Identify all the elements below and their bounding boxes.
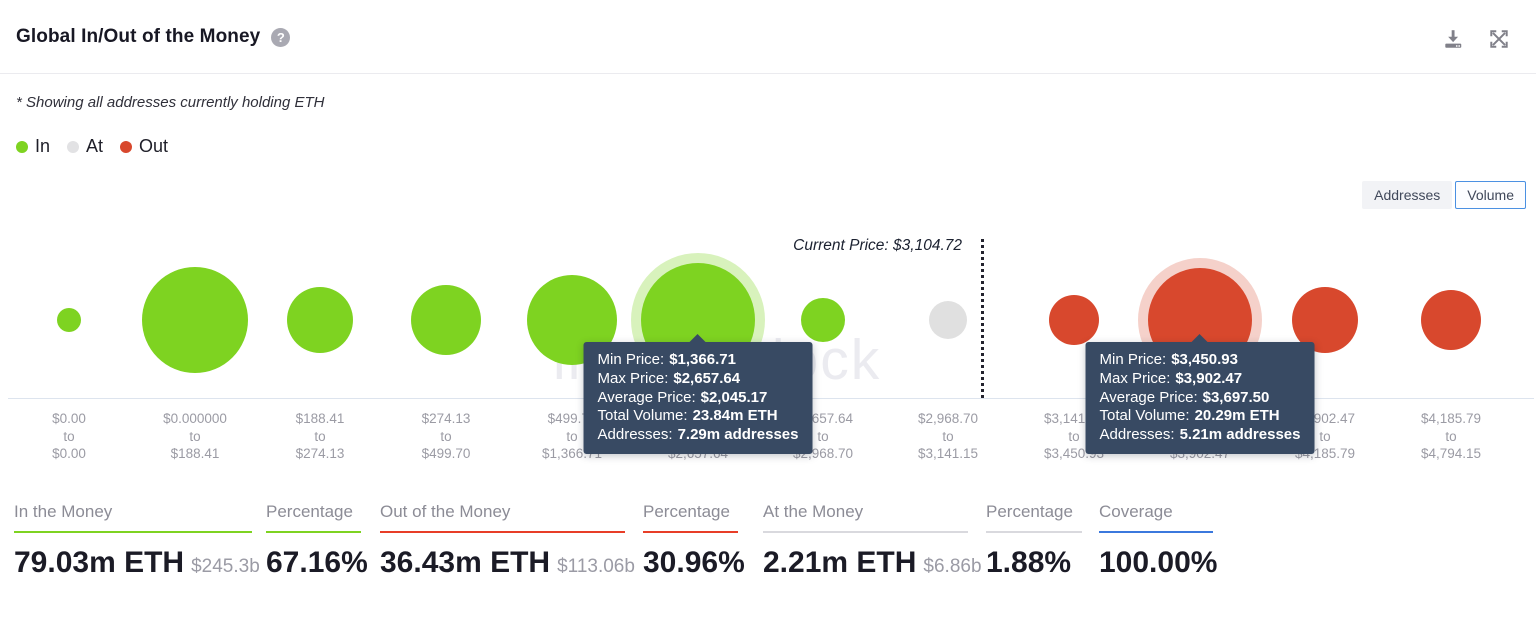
stat-sub-value: $245.3b — [191, 556, 260, 577]
tooltip-row: Total Volume: 23.84m ETH — [597, 407, 778, 425]
stat-value: 30.96% — [643, 546, 745, 579]
stat-value: 100.00% — [1099, 546, 1218, 579]
stat-value: 67.16% — [266, 546, 368, 579]
chart-bubble-in[interactable] — [801, 298, 845, 342]
toggle-addresses-button[interactable]: Addresses — [1362, 181, 1453, 209]
chart-bubble-in[interactable] — [57, 308, 81, 332]
bubble-tooltip: Min Price: $1,366.71 Max Price: $2,657.64 Av… — [583, 334, 813, 454]
stat-out-of-the-money: Out of the Money 36.43m ETH $113.06b — [380, 502, 635, 580]
stat-in-the-money: In the Money 79.03m ETH $245.3b — [14, 502, 260, 580]
stat-value: 36.43m ETH $113.06b — [380, 546, 635, 579]
stat-percentage: Percentage 1.88% — [986, 502, 1082, 580]
tooltip-row: Average Price: $2,045.17 — [597, 388, 768, 406]
tooltip-row: Addresses: 5.21m addresses — [1099, 426, 1301, 444]
x-axis-label: $274.13 to $499.70 — [421, 411, 471, 461]
stat-value: 1.88% — [986, 546, 1072, 579]
stat-label: At the Money — [763, 502, 968, 533]
stat-value: 79.03m ETH $245.3b — [14, 546, 260, 579]
legend-item-out[interactable]: Out — [120, 136, 168, 157]
bubble-tooltip: Min Price: $3,450.93 Max Price: $3,902.47 Av… — [1085, 334, 1315, 454]
stat-label: Percentage — [266, 502, 361, 533]
tooltip-row: Addresses: 7.29m addresses — [597, 426, 799, 444]
x-axis-label: $0.000000 to $188.41 — [163, 411, 227, 461]
x-axis-label: $2,968.70 to $3,141.15 — [917, 411, 979, 461]
widget-header: Global In/Out of the Money ? — [0, 0, 1536, 74]
download-icon[interactable] — [1442, 28, 1464, 50]
tooltip-arrow — [1191, 334, 1209, 343]
current-price-label: Current Price: $3,104.72 — [793, 237, 962, 254]
stat-label: Percentage — [643, 502, 738, 533]
stat-label: Percentage — [986, 502, 1082, 533]
help-icon[interactable]: ? — [271, 27, 291, 47]
tooltip-row: Average Price: $3,697.50 — [1099, 388, 1270, 406]
stat-sub-value: $113.06b — [557, 556, 635, 577]
legend-label: Out — [139, 136, 169, 156]
view-toggle: Addresses Volume — [1362, 181, 1526, 209]
tooltip-row: Total Volume: 20.29m ETH — [1099, 407, 1280, 425]
chart-bubble-in[interactable] — [142, 267, 248, 373]
stat-at-the-money: At the Money 2.21m ETH $6.86b — [763, 502, 982, 580]
x-axis-label: $4,185.79 to $4,794.15 — [1420, 411, 1482, 461]
stat-percentage: Percentage 30.96% — [643, 502, 745, 580]
legend: In At Out — [16, 136, 168, 157]
stat-coverage: Coverage 100.00% — [1099, 502, 1218, 580]
legend-label: In — [35, 136, 51, 156]
stat-value: 2.21m ETH $6.86b — [763, 546, 982, 579]
stat-label: In the Money — [14, 502, 252, 533]
x-axis-label: $188.41 to $274.13 — [295, 411, 345, 461]
legend-label: At — [86, 136, 104, 156]
legend-dot — [120, 140, 133, 153]
x-axis-label: $0.00 to $0.00 — [52, 411, 86, 461]
chart-bubble-in[interactable] — [287, 287, 353, 353]
legend-dot — [67, 140, 80, 153]
chart-bubble-in[interactable] — [411, 285, 481, 355]
legend-item-at[interactable]: At — [67, 136, 103, 157]
stat-label: Coverage — [1099, 502, 1213, 533]
tooltip-row: Max Price: $3,902.47 — [1099, 369, 1243, 387]
current-price-divider — [981, 239, 984, 398]
tooltip-arrow — [689, 334, 707, 343]
tooltip-row: Min Price: $3,450.93 — [1099, 351, 1238, 368]
chart-bubble-out[interactable] — [1421, 290, 1481, 350]
chart-bubble-at[interactable] — [929, 301, 967, 339]
stat-label: Out of the Money — [380, 502, 625, 533]
stat-sub-value: $6.86b — [923, 556, 982, 577]
page-title: Global In/Out of the Money — [16, 26, 261, 47]
legend-dot — [16, 140, 28, 153]
holdings-note: * Showing all addresses currently holdin… — [16, 94, 325, 111]
legend-item-in[interactable]: In — [16, 136, 50, 157]
stat-percentage: Percentage 67.16% — [266, 502, 368, 580]
toggle-volume-button[interactable]: Volume — [1455, 181, 1526, 209]
tooltip-row: Max Price: $2,657.64 — [597, 369, 741, 387]
summary-stats: In the Money 79.03m ETH $245.3b Percentage 6… — [0, 502, 1536, 597]
chart-bubble-out[interactable] — [1049, 295, 1099, 345]
tooltip-row: Min Price: $1,366.71 — [597, 351, 736, 368]
expand-icon[interactable] — [1488, 28, 1510, 50]
